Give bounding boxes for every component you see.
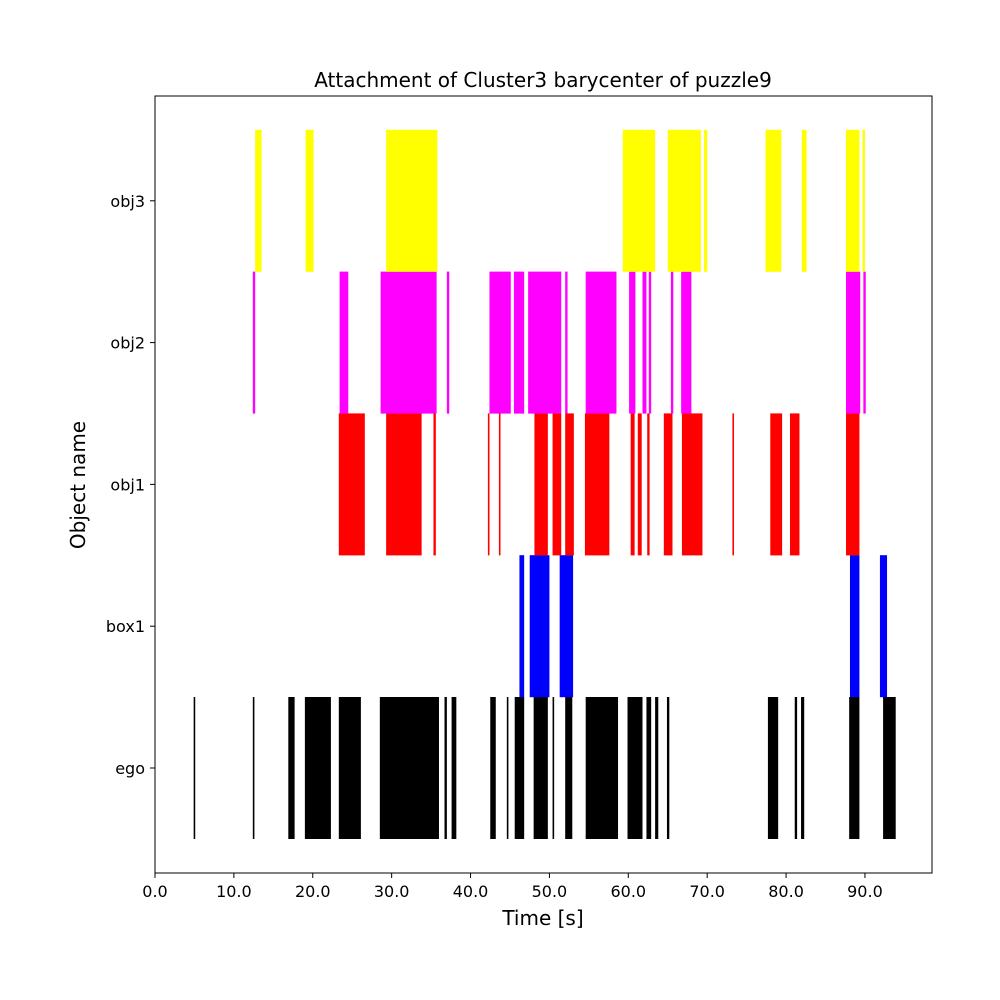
- y-tick-label-obj1: obj1: [110, 475, 145, 494]
- bar-box1-0: [519, 555, 525, 698]
- bar-obj2-6: [528, 271, 562, 414]
- x-tick-label: 90.0: [847, 882, 883, 901]
- plot-frame: [154, 95, 933, 874]
- y-tick-label-obj3: obj3: [110, 192, 145, 211]
- bar-box1-1: [529, 555, 550, 698]
- bar-ego-0: [193, 697, 196, 839]
- bar-obj1-14: [732, 413, 735, 556]
- bar-obj1-6: [552, 413, 562, 556]
- bar-obj1-17: [846, 413, 860, 556]
- bar-obj2-5: [513, 271, 525, 414]
- bar-obj2-14: [846, 271, 861, 414]
- bar-obj2-10: [642, 271, 647, 414]
- bar-box1-2: [559, 555, 574, 698]
- y-axis: ego box1 obj1 obj2 obj3: [106, 192, 155, 778]
- bar-obj1-16: [790, 413, 800, 556]
- bar-obj2-0: [252, 271, 256, 414]
- x-tick-label: 10.0: [216, 882, 252, 901]
- bar-ego-20: [794, 697, 798, 839]
- bar-obj2-2: [380, 271, 437, 414]
- bar-ego-10: [514, 697, 525, 839]
- bar-obj1-7: [565, 413, 574, 556]
- x-tick-label: 20.0: [295, 882, 331, 901]
- bar-obj2-7: [565, 271, 568, 414]
- bar-obj2-9: [629, 271, 636, 414]
- y-tick-label-ego: ego: [115, 759, 145, 778]
- bar-ego-23: [883, 697, 896, 839]
- bar-obj3-5: [704, 129, 708, 272]
- bar-obj3-6: [765, 129, 782, 272]
- bar-ego-13: [565, 697, 573, 839]
- bar-ego-6: [444, 697, 447, 839]
- x-tick-label: 80.0: [768, 882, 804, 901]
- chart-title: Attachment of Cluster3 barycenter of puz…: [314, 68, 772, 92]
- bar-obj3-7: [801, 129, 807, 272]
- bar-ego-14: [585, 697, 619, 839]
- y-axis-label: Object name: [66, 421, 90, 549]
- bar-ego-8: [490, 697, 496, 839]
- bar-ego-9: [506, 697, 509, 839]
- bar-obj2-11: [648, 271, 652, 414]
- bar-obj1-4: [498, 413, 501, 556]
- bar-obj2-12: [670, 271, 674, 414]
- bar-ego-4: [338, 697, 361, 839]
- bar-obj3-2: [386, 129, 438, 272]
- bar-obj1-8: [584, 413, 610, 556]
- bar-ego-1: [252, 697, 255, 839]
- x-tick-label: 30.0: [374, 882, 410, 901]
- bar-ego-21: [801, 697, 805, 839]
- bar-obj2-8: [585, 271, 617, 414]
- bar-obj1-2: [433, 413, 436, 556]
- bar-obj1-0: [338, 413, 365, 556]
- bar-obj1-10: [637, 413, 642, 556]
- bar-obj1-5: [534, 413, 548, 556]
- bar-obj1-3: [487, 413, 490, 556]
- bar-obj1-12: [663, 413, 673, 556]
- bar-ego-19: [767, 697, 779, 839]
- x-tick-label: 40.0: [453, 882, 489, 901]
- y-tick-label-obj2: obj2: [110, 334, 145, 353]
- bar-obj2-13: [681, 271, 692, 414]
- bar-obj3-8: [846, 129, 860, 272]
- bar-ego-22: [849, 697, 860, 839]
- bar-obj3-9: [862, 129, 865, 272]
- bar-ego-15: [627, 697, 643, 839]
- bar-ego-16: [646, 697, 652, 839]
- bar-ego-11: [533, 697, 548, 839]
- bar-obj3-4: [667, 129, 701, 272]
- bar-obj1-11: [647, 413, 650, 556]
- bar-ego-5: [379, 697, 439, 839]
- bar-ego-17: [655, 697, 659, 839]
- bar-box1-4: [879, 555, 888, 698]
- bars-layer: [193, 129, 896, 839]
- x-tick-label: 70.0: [689, 882, 725, 901]
- bar-ego-2: [288, 697, 295, 839]
- y-tick-label-box1: box1: [106, 617, 145, 636]
- x-axis: 0.0 10.0 20.0 30.0 40.0 50.0 60.0 70.0 80.0 90.0: [142, 873, 883, 901]
- bar-ego-18: [666, 697, 670, 839]
- bar-obj2-3: [446, 271, 450, 414]
- bar-obj2-4: [489, 271, 511, 414]
- bar-obj3-0: [255, 129, 262, 272]
- bar-box1-3: [849, 555, 860, 698]
- bar-obj1-1: [386, 413, 422, 556]
- bar-obj3-3: [622, 129, 656, 272]
- bar-obj1-13: [681, 413, 703, 556]
- x-tick-label: 50.0: [532, 882, 568, 901]
- x-tick-label: 60.0: [610, 882, 646, 901]
- bar-obj1-9: [630, 413, 635, 556]
- bar-obj1-15: [770, 413, 783, 556]
- bar-ego-7: [451, 697, 457, 839]
- x-tick-label: 0.0: [142, 882, 167, 901]
- bar-ego-12: [552, 697, 555, 839]
- bar-obj3-1: [305, 129, 314, 272]
- bar-ego-3: [304, 697, 331, 839]
- bar-obj2-1: [339, 271, 349, 414]
- x-axis-label: Time [s]: [501, 906, 583, 930]
- bar-obj2-15: [863, 271, 866, 414]
